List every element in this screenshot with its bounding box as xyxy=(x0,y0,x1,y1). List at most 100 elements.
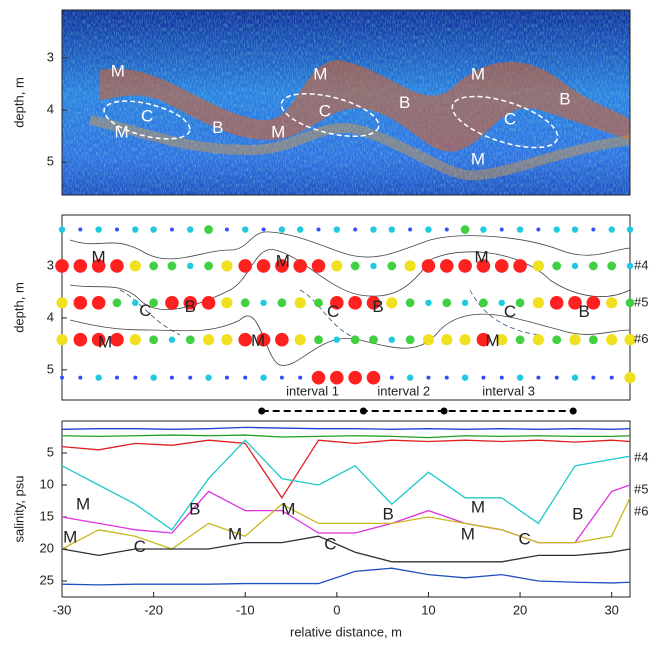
dot xyxy=(571,374,579,381)
dot xyxy=(95,374,102,381)
dot xyxy=(242,226,249,233)
dot xyxy=(260,299,267,307)
side-label: #4 xyxy=(634,257,648,272)
dot xyxy=(421,259,436,273)
annotation: C xyxy=(141,106,153,125)
interval-point xyxy=(359,407,367,415)
dot xyxy=(444,227,449,232)
x-tick-label: 30 xyxy=(604,602,618,617)
y-axis-label: salinity, psu xyxy=(11,476,26,543)
y-tick-label: 5 xyxy=(47,444,54,459)
dot xyxy=(150,374,157,381)
annotation: C xyxy=(504,109,516,128)
x-tick-label: 20 xyxy=(513,602,527,617)
echogram xyxy=(62,10,630,195)
y-tick-label: 3 xyxy=(47,257,54,272)
dot xyxy=(333,226,341,233)
salinity-line xyxy=(61,434,631,439)
dot xyxy=(330,370,344,385)
x-axis-label: relative distance, m xyxy=(290,624,402,639)
annotation: B xyxy=(579,302,590,321)
dot xyxy=(498,299,505,307)
dot xyxy=(444,375,449,380)
dot xyxy=(350,261,360,271)
dot xyxy=(532,260,544,272)
dot xyxy=(494,259,509,273)
annotation: M xyxy=(461,524,475,543)
dot xyxy=(204,225,213,234)
dot xyxy=(370,262,377,270)
annotation: M xyxy=(111,61,125,80)
dot xyxy=(588,335,598,345)
dot xyxy=(532,297,544,309)
annotation: C xyxy=(327,302,339,321)
dot xyxy=(204,261,213,271)
annotation: B xyxy=(382,505,393,524)
dot xyxy=(499,375,504,380)
dot xyxy=(110,332,124,347)
dot xyxy=(388,226,396,233)
dot xyxy=(499,227,504,232)
dot xyxy=(187,226,194,233)
dot xyxy=(314,335,323,345)
dot xyxy=(293,259,307,273)
dot xyxy=(188,375,193,380)
dot xyxy=(441,334,453,346)
dot xyxy=(275,332,289,347)
side-label: #5 xyxy=(634,482,648,497)
y-tick-label: 25 xyxy=(40,572,54,587)
dot xyxy=(608,226,615,233)
dot xyxy=(73,332,88,347)
y-axis-label: depth, m xyxy=(11,282,26,333)
dot xyxy=(426,375,431,380)
dot xyxy=(298,375,303,380)
y-tick-label: 5 xyxy=(47,154,54,169)
annotation: C xyxy=(139,301,151,320)
annotation: C xyxy=(504,302,516,321)
dot xyxy=(110,259,124,273)
dot xyxy=(73,259,88,273)
annotation: M xyxy=(92,248,106,267)
dot xyxy=(348,296,362,310)
dot xyxy=(256,259,271,273)
dot xyxy=(260,374,267,381)
dot xyxy=(278,226,286,233)
dot xyxy=(294,334,306,346)
dot xyxy=(114,375,119,380)
plot-frame xyxy=(61,420,631,598)
annotation: B xyxy=(185,297,196,316)
dot xyxy=(112,298,122,308)
dot xyxy=(571,226,579,233)
dot xyxy=(516,374,524,381)
dot xyxy=(459,334,471,346)
dot xyxy=(458,259,472,273)
dot xyxy=(626,262,634,270)
annotation: B xyxy=(572,505,583,524)
dot xyxy=(238,332,253,347)
annotation: M xyxy=(471,498,485,517)
dot xyxy=(496,334,508,346)
annotation: B xyxy=(212,118,223,137)
annotation: C xyxy=(319,102,331,121)
dot xyxy=(481,375,486,380)
dot xyxy=(388,336,396,343)
dot xyxy=(625,298,635,308)
dot xyxy=(626,226,634,233)
annotation: M xyxy=(281,499,295,518)
annotation: M xyxy=(485,331,499,350)
dot xyxy=(91,332,106,347)
dot xyxy=(370,226,377,233)
annotation: M xyxy=(313,65,327,84)
dot xyxy=(591,227,596,232)
dot xyxy=(58,226,66,233)
dot xyxy=(261,227,266,232)
dot xyxy=(389,375,394,380)
dot xyxy=(277,298,287,308)
dot xyxy=(73,296,88,310)
dot xyxy=(515,335,525,345)
dot xyxy=(243,375,248,380)
annotation: M xyxy=(98,332,112,351)
y-tick-label: 15 xyxy=(40,508,54,523)
dot xyxy=(606,297,618,309)
